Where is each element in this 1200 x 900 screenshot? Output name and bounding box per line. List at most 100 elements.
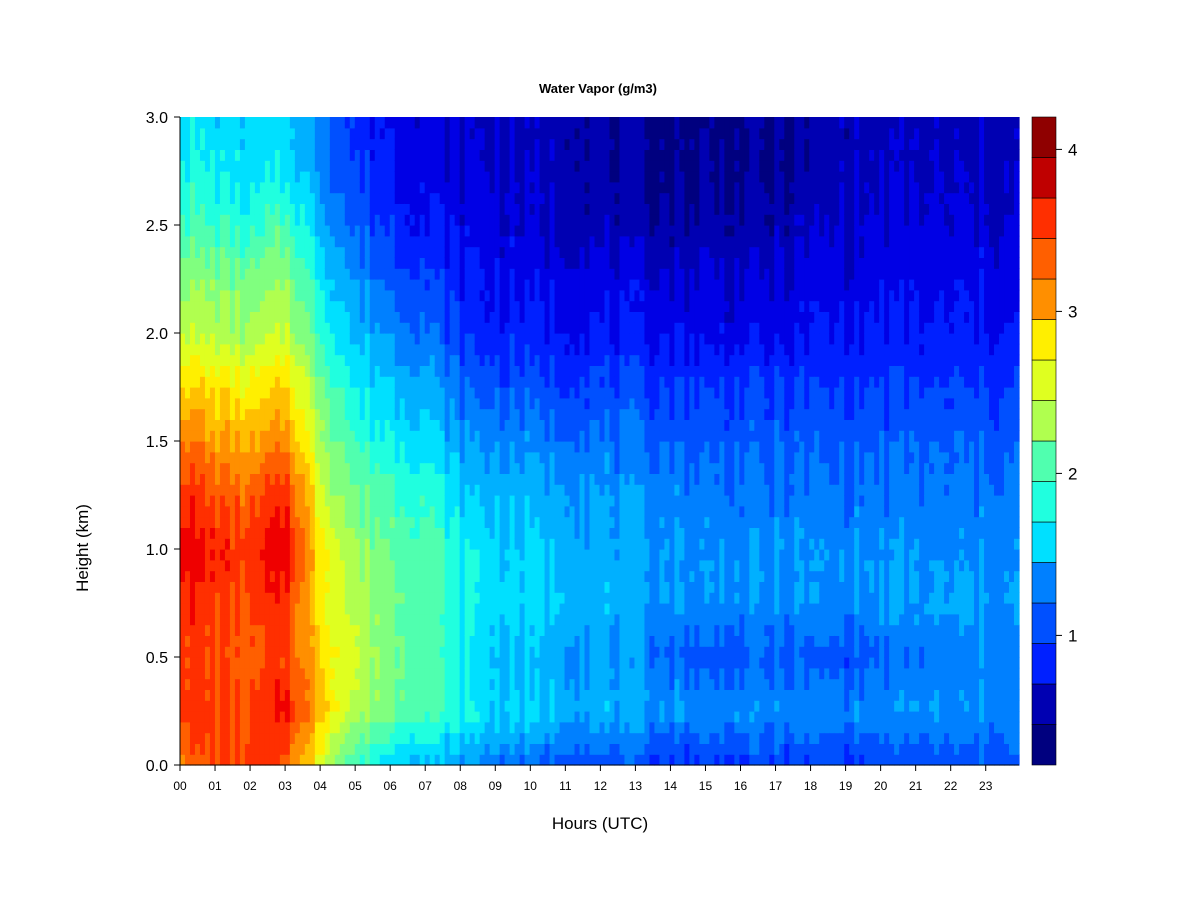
heatmap-cell [209, 160, 216, 172]
heatmap-cell [180, 354, 186, 366]
heatmap-cell [534, 311, 541, 323]
heatmap-cell [180, 171, 186, 183]
heatmap-cell [194, 754, 201, 766]
heatmap-cell [394, 505, 401, 518]
heatmap-cell [474, 117, 481, 129]
heatmap-cell [539, 430, 546, 442]
heatmap-cell [509, 732, 516, 744]
heatmap-cell [249, 149, 256, 161]
heatmap-cell [499, 203, 506, 215]
heatmap-cell [364, 538, 371, 550]
heatmap-cell [394, 570, 401, 582]
heatmap-cell [529, 419, 536, 431]
heatmap-cell [199, 365, 206, 377]
heatmap-cell [389, 743, 396, 755]
heatmap-cell [439, 441, 446, 453]
heatmap-cell [509, 743, 516, 755]
heatmap-cell [589, 365, 596, 377]
heatmap-cell [549, 581, 556, 593]
heatmap-cell [519, 516, 526, 528]
heatmap-cell [269, 268, 276, 280]
heatmap-cell [529, 505, 536, 518]
heatmap-cell [394, 451, 401, 464]
heatmap-cell [564, 397, 571, 410]
heatmap-cell [429, 646, 436, 658]
heatmap-cell [559, 246, 566, 258]
heatmap-cell [189, 149, 196, 161]
heatmap-cell [339, 462, 346, 474]
heatmap-cell [319, 603, 326, 615]
heatmap-cell [334, 354, 341, 366]
heatmap-cell [239, 397, 246, 410]
heatmap-cell [519, 160, 526, 172]
heatmap-cell [529, 592, 536, 604]
heatmap-cell [494, 235, 501, 248]
heatmap-cell [209, 592, 216, 604]
heatmap-cell [389, 484, 396, 496]
heatmap-cell [479, 181, 486, 194]
heatmap-cell [419, 289, 426, 302]
heatmap-cell [409, 430, 416, 442]
heatmap-cell [374, 581, 381, 593]
heatmap-cell [264, 495, 271, 507]
heatmap-cell [529, 181, 536, 194]
heatmap-cell [224, 635, 231, 647]
heatmap-cell [309, 484, 316, 496]
heatmap-cell [499, 527, 506, 539]
heatmap-cell [314, 257, 321, 269]
heatmap-cell [589, 743, 596, 755]
heatmap-cell [304, 257, 311, 269]
heatmap-cell [424, 711, 431, 723]
heatmap-cell [444, 635, 451, 647]
heatmap-cell [369, 754, 376, 766]
heatmap-cell [564, 603, 571, 615]
heatmap-cell [419, 570, 426, 582]
heatmap-cell [259, 603, 266, 615]
heatmap-cell [284, 646, 291, 658]
heatmap-cell [254, 289, 261, 302]
heatmap-cell [254, 181, 261, 194]
heatmap-cell [439, 549, 446, 561]
heatmap-cell [424, 646, 431, 658]
heatmap-cell [449, 559, 456, 572]
heatmap-cell [454, 225, 461, 237]
heatmap-cell [259, 268, 266, 280]
heatmap-cell [269, 127, 276, 140]
heatmap-cell [489, 289, 496, 302]
heatmap-cell [449, 203, 456, 215]
heatmap-cell [514, 354, 521, 366]
heatmap-cell [254, 300, 261, 312]
heatmap-cell [234, 192, 241, 204]
heatmap-cell [279, 376, 286, 388]
heatmap-cell [194, 678, 201, 690]
heatmap-cell [344, 570, 351, 582]
heatmap-cell [409, 538, 416, 550]
heatmap-cell [534, 667, 541, 680]
heatmap-cell [359, 451, 366, 464]
heatmap-cell [284, 549, 291, 561]
heatmap-cell [279, 289, 286, 302]
heatmap-cell [219, 451, 226, 464]
heatmap-cell [294, 246, 301, 258]
heatmap-cell [299, 300, 306, 312]
heatmap-cell [184, 279, 191, 291]
heatmap-cell [254, 171, 261, 183]
heatmap-cell [254, 268, 261, 280]
heatmap-cell [579, 160, 586, 172]
heatmap-cell [234, 570, 241, 582]
heatmap-cell [509, 441, 516, 453]
heatmap-cell [404, 635, 411, 647]
heatmap-cell [334, 473, 341, 485]
heatmap-cell [359, 235, 366, 248]
heatmap-cell [209, 721, 216, 734]
heatmap-cell [494, 711, 501, 723]
heatmap-cell [449, 721, 456, 734]
heatmap-cell [564, 300, 571, 312]
heatmap-cell [319, 484, 326, 496]
heatmap-cell [234, 743, 241, 755]
heatmap-cell [529, 559, 536, 572]
heatmap-cell [204, 322, 211, 334]
heatmap-cell [574, 538, 581, 550]
heatmap-cell [354, 322, 361, 334]
heatmap-cell [454, 171, 461, 183]
